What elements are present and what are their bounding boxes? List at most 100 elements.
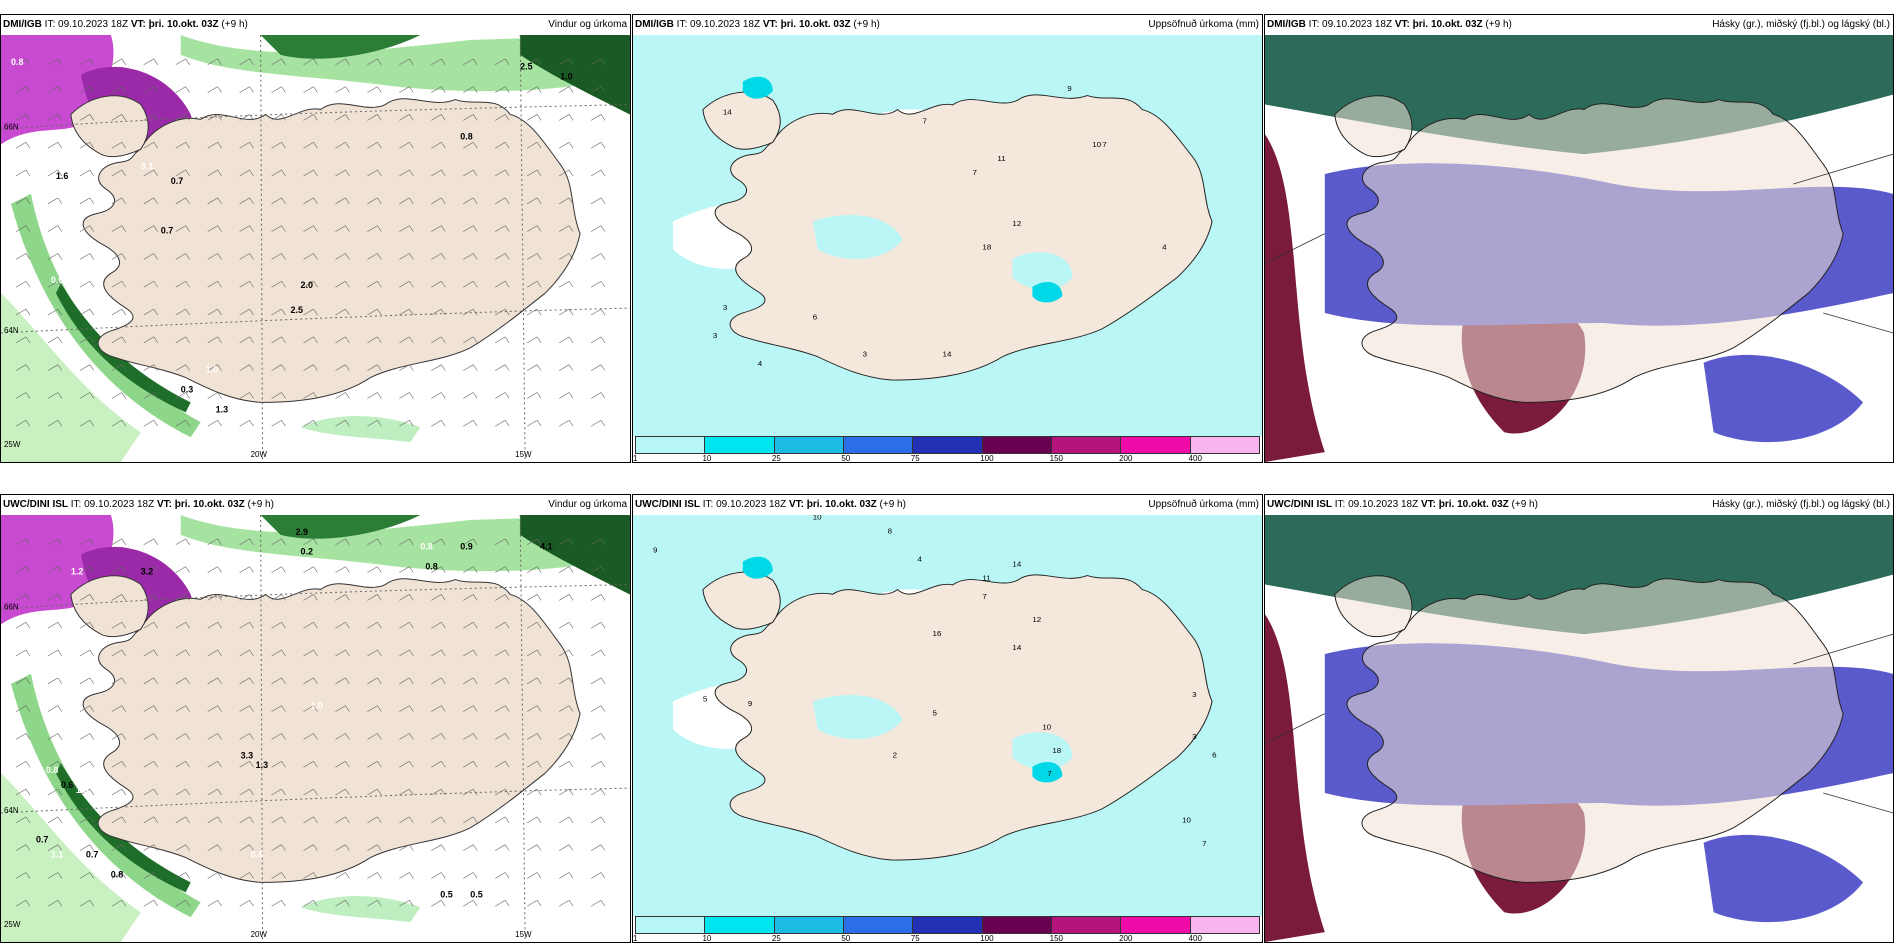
- wind-barb: [271, 141, 286, 149]
- wind-barb: [239, 761, 254, 768]
- precip-value: 1.3: [76, 785, 89, 795]
- wind-barb: [79, 169, 95, 177]
- wind-barb: [367, 141, 382, 149]
- wind-barb: [239, 281, 254, 288]
- wind-barb: [175, 420, 190, 427]
- wind-barb: [111, 86, 127, 93]
- wind-barb: [175, 733, 190, 740]
- panel-header: UWC/DINI ISL IT: 09.10.2023 18Z VT: þri.…: [1265, 495, 1893, 515]
- wind-barb: [143, 900, 159, 907]
- wind-barb: [207, 594, 222, 601]
- legend-swatch: [636, 917, 706, 933]
- precip-value: 9: [1067, 84, 1071, 93]
- precip-value: 1.6: [56, 171, 69, 181]
- wind-barb: [47, 733, 63, 740]
- precip-value: 7: [1102, 140, 1106, 149]
- wind-barb: [527, 733, 542, 740]
- axis-label: 66N: [4, 122, 19, 131]
- wind-barb: [79, 761, 95, 768]
- wind-barb: [303, 733, 318, 740]
- wind-barb: [495, 141, 510, 149]
- legend-tick-label: 100: [980, 454, 994, 463]
- init-time: IT: 09.10.2023 18Z: [1332, 499, 1421, 510]
- precip-value: 1.0: [311, 701, 324, 711]
- wind-barb: [207, 538, 222, 546]
- wind-barb: [463, 594, 478, 601]
- wind-barb: [111, 677, 127, 685]
- lead-time: (+9 h): [850, 19, 880, 30]
- precip-area-heavy: [742, 556, 773, 579]
- precip-value: 2.5: [520, 62, 533, 72]
- precip-value: 0.7: [36, 835, 49, 845]
- wind-barb: [47, 872, 63, 879]
- wind-barb: [495, 114, 510, 121]
- precip-value: 10: [1092, 140, 1101, 149]
- wind-barb: [271, 649, 286, 657]
- wind-barb: [303, 253, 318, 260]
- wind-barb: [399, 761, 414, 768]
- wind-barb: [367, 225, 382, 232]
- iceland-land: [82, 578, 581, 883]
- wind-barb: [335, 594, 350, 601]
- axis-label: 15W: [515, 450, 532, 459]
- run-info: DMI/IGB IT: 09.10.2023 18Z VT: þri. 10.o…: [3, 15, 248, 35]
- wind-barb: [303, 566, 318, 573]
- wind-barb: [271, 705, 286, 712]
- legend-tick-label: 200: [1119, 454, 1133, 463]
- wind-barb: [47, 649, 63, 657]
- wind-barb: [399, 308, 414, 316]
- wind-barb: [399, 816, 414, 824]
- wind-barb: [367, 621, 382, 629]
- wind-barb: [527, 420, 542, 427]
- wind-barb: [590, 621, 606, 629]
- wind-barb: [271, 900, 286, 907]
- wind-barb: [367, 281, 382, 288]
- axis-label: 25W: [4, 920, 21, 929]
- wind-barb: [590, 872, 606, 879]
- map-canvas: 66N 64N 25W 20W 15W 1.2 3.2 2.9 0.8 0.9 4.1 0.7 0.2 0…: [1, 515, 630, 942]
- valid-time-label: VT:: [156, 499, 175, 510]
- precip-value: 11: [982, 574, 990, 583]
- wind-barb: [367, 677, 382, 685]
- wind-barb: [303, 364, 318, 371]
- precip-value: 0.6: [61, 780, 74, 790]
- wind-barb: [111, 308, 127, 316]
- axis-label: 64N: [4, 806, 19, 815]
- precip-value: 0.8: [46, 765, 59, 775]
- graticule-line: [1, 787, 630, 814]
- wind-barb: [239, 308, 254, 316]
- wind-barb: [527, 761, 542, 768]
- wind-barb: [47, 788, 63, 796]
- wind-barb: [399, 114, 414, 121]
- wind-barb: [15, 336, 31, 344]
- legend-tick-label: 150: [1049, 454, 1064, 463]
- wind-barb: [367, 308, 382, 316]
- wind-barb: [15, 141, 31, 149]
- wind-barb: [207, 392, 222, 399]
- wind-barb: [590, 197, 606, 205]
- wind-barb: [527, 788, 542, 796]
- wind-barb: [431, 872, 446, 879]
- wind-barb: [335, 816, 350, 824]
- wind-barb: [111, 844, 127, 851]
- legend-colorbar: [635, 916, 1260, 934]
- wind-barb: [463, 392, 478, 399]
- wind-barb: [207, 336, 222, 344]
- wind-barb: [79, 253, 95, 260]
- wind-barb: [527, 336, 542, 344]
- wind-barb: [15, 649, 31, 657]
- wind-barb: [463, 281, 478, 288]
- precip-value: 3: [1192, 732, 1196, 741]
- wind-barb: [303, 621, 318, 629]
- wind-barb: [558, 114, 574, 121]
- wind-barb: [399, 225, 414, 232]
- wind-barb: [367, 900, 382, 907]
- wind-barb: [590, 705, 606, 712]
- wind-barb: [47, 420, 63, 427]
- wind-barb: [527, 816, 542, 824]
- precip-value: 2.9: [296, 527, 309, 537]
- wind-barb: [303, 705, 318, 712]
- wind-barb: [111, 364, 127, 371]
- wind-barb: [558, 197, 574, 205]
- iceland-land: [1346, 578, 1844, 883]
